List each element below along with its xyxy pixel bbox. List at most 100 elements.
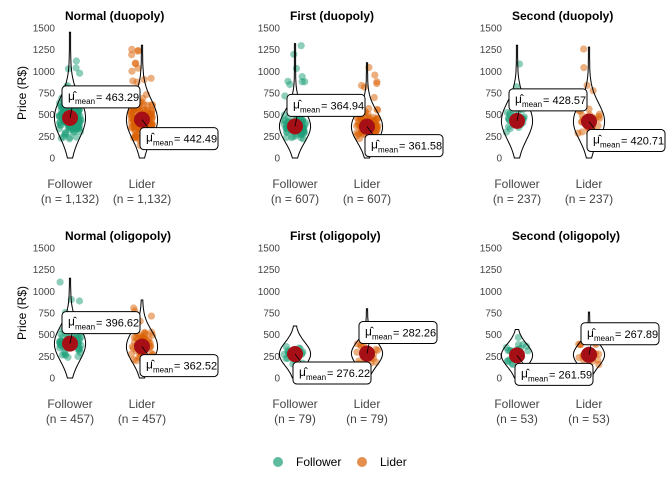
x-category-label: Follower xyxy=(272,177,317,191)
mean-annotation: μ̂ mean = 442.49 xyxy=(139,119,219,151)
mean-annotation: μ̂ mean = 428.57 xyxy=(508,88,588,121)
mean-value-label: = 420.71 xyxy=(621,136,664,148)
legend-label: Follower xyxy=(296,455,341,469)
x-category-label: Lider xyxy=(354,397,381,411)
y-tick-label: 1500 xyxy=(480,244,503,255)
mean-subscript: mean xyxy=(372,333,392,342)
y-tick-label: 1250 xyxy=(480,45,503,56)
mean-value-label: = 396.62 xyxy=(96,318,139,330)
y-tick-label: 1000 xyxy=(258,287,281,298)
violin-outline xyxy=(54,31,86,159)
y-tick-label: 1000 xyxy=(33,67,56,78)
mean-annotation: μ̂ mean = 362.52 xyxy=(139,346,219,378)
annotation-box xyxy=(586,129,666,153)
y-tick-label: 250 xyxy=(485,352,502,363)
y-tick-label: 0 xyxy=(496,154,502,165)
y-tick-label: 1250 xyxy=(258,45,281,56)
annotation-box xyxy=(514,362,594,386)
mean-subscript: mean xyxy=(75,97,95,106)
chart-panel: Normal (duopoly) 0 250 500 750 1000 1250 1500 Pr… xyxy=(15,9,219,206)
annotation-box xyxy=(292,361,372,385)
legend: Follower Lider xyxy=(273,455,407,469)
y-tick-label: 0 xyxy=(496,374,502,385)
data-point xyxy=(297,42,305,50)
mean-value-label: = 267.89 xyxy=(615,329,658,341)
mu-hat-symbol: μ̂ xyxy=(587,326,596,340)
mean-value-label: = 361.58 xyxy=(399,141,442,153)
x-category-label: Follower xyxy=(47,397,92,411)
annotation-leader xyxy=(366,126,374,135)
y-tick-label: 750 xyxy=(38,89,55,100)
mean-subscript: mean xyxy=(378,146,398,155)
data-point xyxy=(286,80,294,89)
y-tick-label: 500 xyxy=(485,110,502,121)
data-point xyxy=(128,67,136,75)
data-point xyxy=(128,51,136,59)
x-category-label: Lider xyxy=(129,397,156,411)
data-point xyxy=(56,121,64,129)
x-count-label: (n = 79) xyxy=(346,412,388,426)
mean-subscript: mean xyxy=(528,374,548,383)
violin-outline xyxy=(53,277,87,379)
legend-key xyxy=(357,457,367,467)
annotation-leader xyxy=(588,121,596,130)
data-point xyxy=(583,81,591,90)
x-count-label: (n = 607) xyxy=(343,192,391,206)
mean-subscript: mean xyxy=(594,334,614,343)
mean-annotation: μ̂ mean = 276.22 xyxy=(292,353,372,385)
y-tick-label: 500 xyxy=(38,330,55,341)
y-tick-label: 750 xyxy=(38,309,55,320)
data-point xyxy=(128,45,136,54)
data-point xyxy=(60,133,68,141)
y-tick-label: 1250 xyxy=(33,265,56,276)
annotation-leader xyxy=(69,333,73,344)
x-category-label: Lider xyxy=(576,177,603,191)
data-point xyxy=(64,353,72,361)
violin-outline xyxy=(350,308,384,379)
data-point xyxy=(65,135,74,143)
mean-value-label: = 362.52 xyxy=(174,361,217,373)
annotation-leader xyxy=(141,346,149,355)
x-count-label: (n = 1,132) xyxy=(41,192,99,206)
y-tick-label: 750 xyxy=(263,309,280,320)
chart-panel: First (duopoly) 0 250 500 750 1000 1250 1500 Fol… xyxy=(258,9,444,206)
y-tick-label: 1250 xyxy=(258,265,281,276)
mean-value-label: = 364.94 xyxy=(321,100,364,112)
mean-value-label: = 442.49 xyxy=(174,134,217,146)
x-count-label: (n = 79) xyxy=(274,412,316,426)
data-point xyxy=(504,357,512,365)
mu-hat-symbol: μ̂ xyxy=(68,89,77,103)
data-point xyxy=(360,83,369,91)
mean-value-label: = 276.22 xyxy=(327,368,370,380)
y-tick-label: 1000 xyxy=(258,67,281,78)
mu-hat-symbol: μ̂ xyxy=(521,366,530,380)
violin-outline xyxy=(278,325,312,379)
x-category-label: Follower xyxy=(494,177,539,191)
mean-annotation: μ̂ mean = 267.89 xyxy=(580,322,660,355)
data-point xyxy=(134,47,142,55)
y-tick-label: 500 xyxy=(263,330,280,341)
data-point xyxy=(373,123,381,131)
data-point xyxy=(515,60,524,68)
mean-annotation: μ̂ mean = 261.59 xyxy=(514,355,594,386)
mean-subscript: mean xyxy=(300,105,320,114)
mean-subscript: mean xyxy=(522,100,542,109)
violin-outline xyxy=(572,311,606,379)
mu-hat-symbol: μ̂ xyxy=(146,131,155,145)
mu-hat-symbol: μ̂ xyxy=(299,365,308,379)
violin-outline xyxy=(125,44,159,159)
data-point xyxy=(353,348,361,356)
data-point xyxy=(127,350,135,358)
x-count-label: (n = 237) xyxy=(493,192,541,206)
annotation-box xyxy=(358,321,438,345)
annotation-leader xyxy=(366,343,370,354)
y-tick-label: 250 xyxy=(485,132,502,143)
y-tick-label: 1500 xyxy=(33,24,56,35)
data-point xyxy=(147,312,156,320)
y-tick-label: 1000 xyxy=(480,287,503,298)
data-point xyxy=(298,73,306,81)
data-point xyxy=(371,71,379,79)
mean-annotation: μ̂ mean = 361.58 xyxy=(364,126,444,158)
y-tick-label: 250 xyxy=(38,352,55,363)
